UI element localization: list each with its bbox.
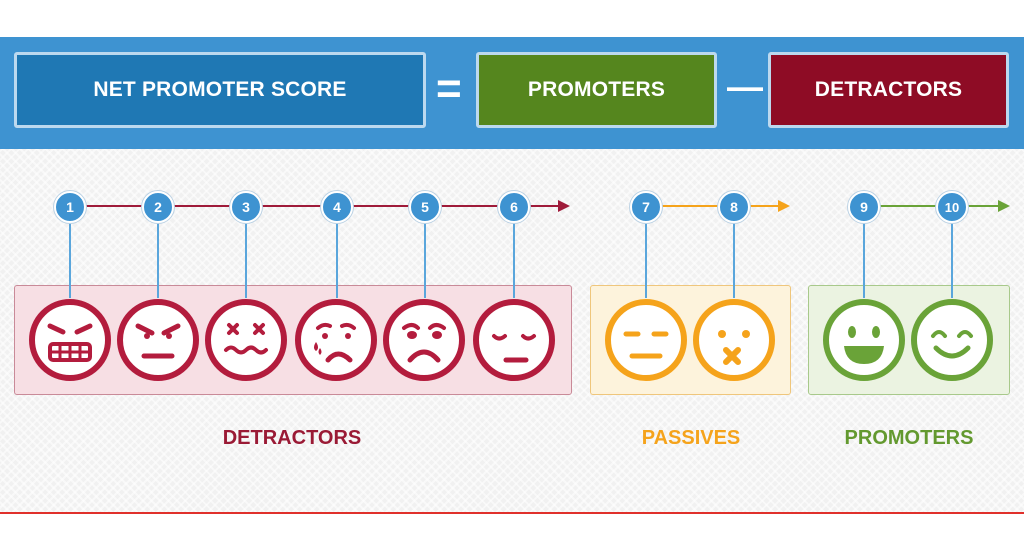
equation-banner: NET PROMOTER SCORE = PROMOTERS — DETRACT…	[0, 37, 1024, 149]
stem-6	[513, 221, 515, 298]
stem-3	[245, 221, 247, 298]
score-10: 10	[936, 191, 968, 223]
passives-arrow	[646, 200, 790, 212]
score-4: 4	[321, 191, 353, 223]
score-7: 7	[630, 191, 662, 223]
stem-1	[69, 221, 71, 298]
promoters-box: PROMOTERS	[476, 52, 717, 128]
shocked-icon	[693, 299, 775, 381]
minus-sign: —	[727, 66, 763, 107]
sad-icon	[383, 299, 465, 381]
nps-label: NET PROMOTER SCORE	[93, 78, 347, 101]
bottom-divider	[0, 512, 1024, 514]
score-2: 2	[142, 191, 174, 223]
crying-icon	[295, 299, 377, 381]
angry-grimace-icon	[29, 299, 111, 381]
detractors-box-label: DETRACTORS	[814, 78, 963, 101]
equals-sign: =	[436, 64, 462, 113]
passives-label: PASSIVES	[641, 427, 741, 449]
stem-2	[157, 221, 159, 298]
score-3: 3	[230, 191, 262, 223]
score-5: 5	[409, 191, 441, 223]
score-9: 9	[848, 191, 880, 223]
happy-icon	[911, 299, 993, 381]
stem-5	[424, 221, 426, 298]
stem-7	[645, 221, 647, 298]
detractors-box: DETRACTORS	[768, 52, 1009, 128]
nps-box: NET PROMOTER SCORE	[14, 52, 426, 128]
dizzy-icon	[205, 299, 287, 381]
promoters-box-label: PROMOTERS	[527, 78, 666, 101]
detractors-arrow	[70, 200, 570, 212]
score-1: 1	[54, 191, 86, 223]
bored-icon	[473, 299, 555, 381]
stem-4	[336, 221, 338, 298]
promoters-label: PROMOTERS	[844, 427, 974, 449]
neutral-icon	[605, 299, 687, 381]
stem-9	[863, 221, 865, 298]
stem-8	[733, 221, 735, 298]
score-8: 8	[718, 191, 750, 223]
laughing-icon	[823, 299, 905, 381]
detractors-label: DETRACTORS	[222, 427, 362, 449]
stem-10	[951, 221, 953, 298]
mad-icon	[117, 299, 199, 381]
score-6: 6	[498, 191, 530, 223]
